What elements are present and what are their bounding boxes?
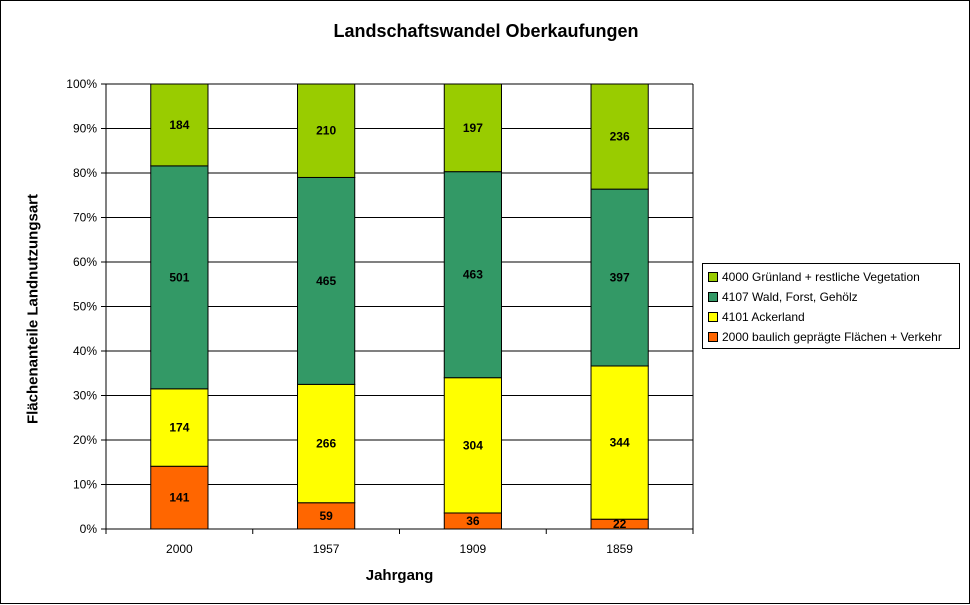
bar-segment: [590, 83, 649, 190]
x-tick-label: 1957: [313, 542, 340, 556]
bar-segment: [150, 165, 209, 390]
legend: 4000 Grünland + restliche Vegetation 4107…: [702, 263, 960, 349]
data-label: 174: [169, 421, 189, 435]
x-tick-label: 1859: [606, 542, 633, 556]
bar-segment: [443, 83, 502, 173]
bar-segment: [297, 502, 356, 530]
y-tick-label: 40%: [73, 344, 97, 358]
x-tick-label: 2000: [166, 542, 193, 556]
bar-segment: [297, 83, 356, 178]
data-label: 210: [316, 124, 336, 138]
legend-swatch: [708, 312, 718, 322]
y-tick-label: 0%: [80, 522, 98, 536]
bar-segment: [590, 365, 649, 520]
y-tick-label: 70%: [73, 211, 97, 225]
x-axis-label: Jahrgang: [365, 567, 434, 584]
data-label: 141: [169, 491, 189, 505]
data-label: 184: [169, 118, 189, 132]
y-tick-label: 90%: [73, 122, 97, 136]
bar-segment: [443, 171, 502, 379]
data-label: 344: [610, 436, 630, 450]
y-tick-label: 10%: [73, 478, 97, 492]
data-label: 236: [610, 130, 630, 144]
legend-label: 2000 baulich geprägte Flächen + Verkehr: [722, 330, 942, 344]
y-tick-label: 20%: [73, 433, 97, 447]
bar-segment: [150, 83, 209, 167]
legend-item: 2000 baulich geprägte Flächen + Verkehr: [708, 327, 959, 347]
data-label: 463: [463, 268, 483, 282]
data-label: 465: [316, 274, 336, 288]
x-tick-label: 1909: [460, 542, 487, 556]
y-tick-label: 80%: [73, 166, 97, 180]
y-tick-label: 50%: [73, 300, 97, 314]
legend-item: 4000 Grünland + restliche Vegetation: [708, 267, 959, 287]
legend-swatch: [708, 292, 718, 302]
data-label: 501: [169, 270, 189, 284]
legend-item: 4107 Wald, Forst, Gehölz: [708, 287, 959, 307]
y-tick-label: 30%: [73, 389, 97, 403]
bar-segment: [443, 377, 502, 514]
y-tick-label: 100%: [66, 77, 97, 91]
chart-title: Landschaftswandel Oberkaufungen: [333, 21, 639, 41]
legend-item: 4101 Ackerland: [708, 307, 959, 327]
legend-label: 4107 Wald, Forst, Gehölz: [722, 290, 858, 304]
legend-swatch: [708, 272, 718, 282]
data-label: 36: [466, 514, 480, 528]
data-label: 22: [613, 517, 627, 531]
data-label: 59: [319, 509, 333, 523]
legend-label: 4101 Ackerland: [722, 310, 805, 324]
bar-segment: [150, 465, 209, 530]
y-axis-label: Flächenanteile Landnutzungsart: [24, 193, 42, 425]
data-label: 304: [463, 438, 483, 452]
bar-segment: [150, 388, 209, 467]
legend-swatch: [708, 332, 718, 342]
data-label: 197: [463, 121, 483, 135]
data-label: 266: [316, 437, 336, 451]
legend-label: 4000 Grünland + restliche Vegetation: [722, 270, 920, 284]
y-tick-label: 60%: [73, 255, 97, 269]
data-label: 397: [610, 271, 630, 285]
